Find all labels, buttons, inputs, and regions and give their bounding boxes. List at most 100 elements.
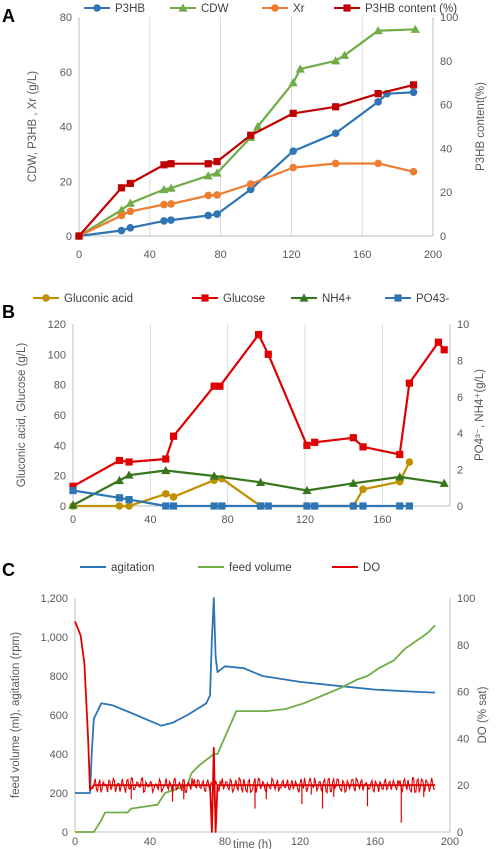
data-point-po43 xyxy=(69,486,77,495)
y2-tick-label: 10 xyxy=(457,319,469,331)
data-point-cdw xyxy=(339,50,350,59)
x-tick-label: 80 xyxy=(222,514,234,526)
data-point-gluconic-acid xyxy=(405,458,414,466)
data-point-glucose xyxy=(359,443,367,451)
x-tick-label: 40 xyxy=(144,249,156,261)
x-tick-label: 200 xyxy=(441,836,459,848)
legend-label-po43: PO43- xyxy=(416,293,449,305)
data-point-po43 xyxy=(256,502,265,510)
series-line-feed-volume xyxy=(75,624,436,833)
data-point-nh4 xyxy=(161,465,171,475)
data-point-xr xyxy=(374,159,382,168)
y2-tick-label: 60 xyxy=(440,100,452,112)
data-point-cdw xyxy=(288,78,298,87)
data-point-glucose xyxy=(440,346,448,354)
series-do xyxy=(74,621,436,833)
data-point-p3hb-content xyxy=(247,131,255,139)
x-tick-label: 160 xyxy=(366,836,384,848)
data-point-xr xyxy=(409,167,418,176)
y2-tick-label: 80 xyxy=(457,640,469,652)
y-axis-label: Gluconic acid, Glucose (g/L) xyxy=(16,343,28,488)
data-point-p3hb xyxy=(289,147,297,155)
x-tick-label: 0 xyxy=(76,249,82,261)
data-point-cdw xyxy=(212,168,222,177)
y-axis-label: CDW, P3HB , Xr (g/L) xyxy=(27,71,39,182)
y-axis-label: feed volume (ml), agitation (rpm) xyxy=(10,632,22,798)
data-point-xr xyxy=(160,200,168,209)
data-point-glucose xyxy=(255,331,263,339)
data-point-p3hb xyxy=(213,210,221,218)
y2-tick-label: 20 xyxy=(440,187,452,199)
legend-label-do: DO xyxy=(363,562,380,574)
y-tick-label: 400 xyxy=(50,749,68,761)
series-line-agitation xyxy=(75,597,436,794)
legend-marker-p3hb-content xyxy=(343,4,351,12)
y-tick-label: 120 xyxy=(48,319,66,331)
series-agitation xyxy=(75,597,436,794)
data-point-p3hb-content xyxy=(204,160,212,168)
legend-label-cdw: CDW xyxy=(201,3,229,15)
data-point-nh4 xyxy=(255,477,266,486)
data-point-nh4 xyxy=(68,500,78,509)
data-point-cdw xyxy=(331,56,341,65)
y-tick-label: 60 xyxy=(54,410,66,422)
data-point-po43 xyxy=(264,502,272,510)
data-point-gluconic-acid xyxy=(169,493,178,501)
data-point-po43 xyxy=(218,502,226,510)
data-point-glucose xyxy=(349,434,357,442)
data-point-cdw xyxy=(295,64,305,73)
data-point-xr xyxy=(331,159,340,168)
data-point-p3hb xyxy=(126,223,135,232)
data-point-p3hb xyxy=(246,185,255,194)
series-p3hb-content xyxy=(75,81,418,240)
y-tick-label: 0 xyxy=(66,231,72,243)
series-po43 xyxy=(69,486,413,510)
legend-marker-po43 xyxy=(394,294,402,302)
data-point-nh4 xyxy=(124,470,134,479)
data-point-glucose xyxy=(115,456,123,465)
x-tick-label: 200 xyxy=(424,249,442,261)
legend-label-p3hb-content: P3HB content (%) xyxy=(365,3,457,15)
legend-marker-cdw xyxy=(178,3,188,12)
data-point-xr xyxy=(246,180,255,188)
series-line-nh4 xyxy=(72,469,445,507)
y2-axis-label: DO (% sat) xyxy=(477,686,489,743)
y2-tick-label: 6 xyxy=(457,392,463,404)
x-tick-label: 0 xyxy=(72,836,78,848)
y2-axis-label: PO4³⁻, NH4⁺(g/L) xyxy=(474,369,486,461)
data-point-glucose xyxy=(216,382,224,390)
data-point-xr xyxy=(117,211,126,220)
data-point-glucose xyxy=(311,438,319,446)
data-point-nh4 xyxy=(439,478,449,487)
y2-tick-label: 0 xyxy=(457,827,463,839)
y2-tick-label: 20 xyxy=(457,780,469,792)
x-tick-label: 120 xyxy=(282,249,300,261)
data-point-glucose xyxy=(303,441,311,449)
x-axis-label: time (h) xyxy=(233,839,272,849)
data-point-gluconic-acid xyxy=(359,485,367,494)
legend-marker-glucose xyxy=(201,294,209,302)
data-point-p3hb-content xyxy=(167,160,175,168)
data-point-po43 xyxy=(210,502,218,510)
data-point-nh4 xyxy=(302,485,312,495)
panel-a-chart: 0 40 80 120 160 200 0 20 40 60 80 0 20 40 60 80 100 CDW, … xyxy=(27,3,487,261)
legend-label-feed-volume: feed volume xyxy=(229,562,292,574)
legend-marker-p3hb xyxy=(93,4,101,12)
x-tick-label: 80 xyxy=(219,836,231,848)
data-point-gluconic-acid xyxy=(162,490,170,498)
legend-marker-nh4 xyxy=(299,293,309,302)
x-tick-label: 80 xyxy=(214,249,226,261)
data-point-p3hb-content xyxy=(126,179,134,188)
legend-label-xr: Xr xyxy=(293,3,305,15)
x-tick-label: 0 xyxy=(70,514,76,526)
legend-marker-xr xyxy=(271,4,279,12)
data-point-po43 xyxy=(311,502,319,510)
data-point-xr xyxy=(213,191,221,199)
y2-tick-label: 2 xyxy=(457,465,463,477)
data-point-po43 xyxy=(359,502,367,510)
data-point-p3hb xyxy=(331,129,340,138)
y-tick-label: 200 xyxy=(50,788,68,800)
data-point-glucose xyxy=(162,455,170,463)
data-point-p3hb-content xyxy=(213,157,221,166)
x-tick-label: 120 xyxy=(291,836,309,848)
